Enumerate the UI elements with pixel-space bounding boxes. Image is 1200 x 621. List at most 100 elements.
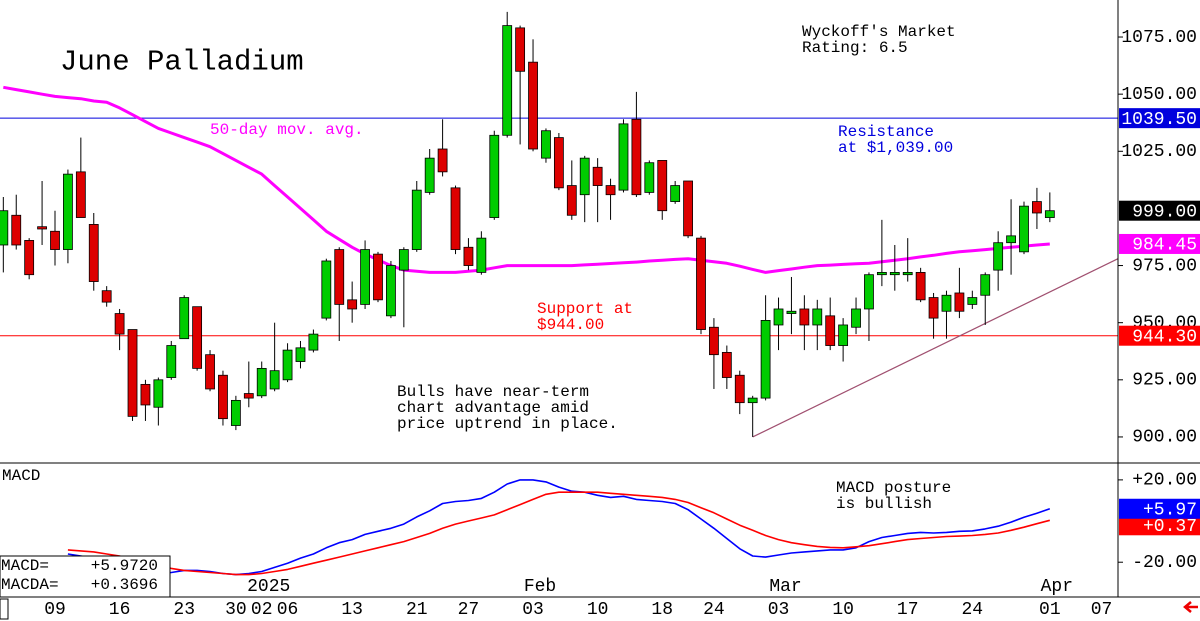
comment: Bulls have near-term <box>397 383 589 401</box>
macd-tag-box <box>1119 515 1200 536</box>
candle-body <box>993 242 1004 271</box>
x-tick-label: 10 <box>832 600 854 620</box>
candle-body <box>618 123 629 191</box>
candle-body <box>295 347 306 362</box>
candle-body <box>670 185 681 202</box>
candle-body <box>915 272 926 301</box>
candle-body <box>631 118 642 196</box>
macd-comment: MACD posture <box>836 479 951 497</box>
candle-body <box>463 246 474 266</box>
candle-body <box>592 166 603 186</box>
candle-body <box>773 308 784 326</box>
candle-body <box>838 324 849 346</box>
candle-body <box>579 157 590 196</box>
candle-body <box>528 61 538 150</box>
y-tick-label: 1050.00 <box>1121 85 1197 105</box>
resistance-tag-box <box>1119 108 1200 129</box>
candle-body <box>450 187 461 250</box>
candle-body <box>1019 205 1029 253</box>
candle-body <box>153 379 164 408</box>
candle-body <box>553 137 564 189</box>
candle-body <box>347 299 358 310</box>
candle-body <box>709 326 719 356</box>
candle-body <box>24 240 35 276</box>
x-tick-label: 01 <box>1039 600 1061 620</box>
ma-label: 50-day mov. avg. <box>210 121 364 139</box>
candle-body <box>360 249 370 305</box>
x-tick-label: 06 <box>277 600 299 620</box>
candle-body <box>876 272 887 276</box>
x-tick-label: 24 <box>962 600 984 620</box>
candle-body <box>980 274 991 296</box>
candle-body <box>243 393 254 399</box>
x-tick-label: 03 <box>768 600 790 620</box>
overlay-layer: 1039.50 999.00 984.45 944.30 +0.37+5.97 MACD=… <box>0 108 1200 598</box>
candle-body <box>786 310 797 314</box>
candle-body <box>282 349 293 381</box>
candle-body <box>166 345 177 378</box>
comment: chart advantage amid <box>397 399 589 417</box>
x-tick-label: 10 <box>587 600 609 620</box>
x-tick-label: 07 <box>1091 600 1113 620</box>
candle-body <box>114 313 125 335</box>
legend-box <box>0 555 171 598</box>
candle-body <box>812 308 823 326</box>
candle-body <box>889 272 900 276</box>
x-tick-label: 30 <box>225 600 247 620</box>
x-tick-label: 17 <box>897 600 919 620</box>
candle-body <box>825 315 836 346</box>
last-price-tag: 999.00 <box>1132 202 1197 222</box>
candle-body <box>928 297 939 319</box>
candle-body <box>11 214 22 246</box>
macd-tag: +0.37 <box>1143 517 1197 537</box>
x-tick-label: 27 <box>458 600 480 620</box>
y-tick-label: +20.00 <box>1132 471 1197 491</box>
rating: Rating: 6.5 <box>802 39 908 57</box>
trendline <box>752 258 1119 438</box>
last-price-tag-box <box>1119 200 1200 221</box>
candle-body <box>657 160 668 212</box>
candle-body <box>140 383 151 406</box>
plot-layer: 900.00925.00950.00975.001025.001050.0010… <box>0 11 1197 620</box>
candle-body <box>398 249 409 271</box>
candle-body <box>683 180 693 237</box>
resistance-tag: 1039.50 <box>1121 110 1197 130</box>
candle-body <box>502 25 513 136</box>
candle-body <box>373 253 383 301</box>
resistance-note: at $1,039.00 <box>838 139 953 157</box>
macd-tag: +5.97 <box>1143 501 1197 521</box>
candle-body <box>411 189 422 250</box>
candle-body <box>902 272 913 276</box>
candle-body <box>734 374 745 404</box>
y-tick-label: 925.00 <box>1132 371 1197 391</box>
support-note: $944.00 <box>537 316 604 334</box>
candle-body <box>63 173 73 250</box>
candle-body <box>437 148 448 173</box>
candle-body <box>541 130 551 159</box>
scroll-arrow[interactable] <box>1183 601 1198 613</box>
candle-body <box>967 297 978 305</box>
x-tick-label: 03 <box>522 600 544 620</box>
candle-body <box>566 185 577 216</box>
candle-body <box>386 265 396 317</box>
candle-body <box>424 157 435 193</box>
candle-body <box>721 351 732 378</box>
candle-body <box>88 224 99 282</box>
candle-body <box>864 274 874 310</box>
candle-body <box>269 370 280 390</box>
y-tick-label: 1075.00 <box>1121 28 1197 48</box>
legend-value: +5.9720 <box>91 557 158 575</box>
macd-comment: is bullish <box>836 495 932 513</box>
x-tick-label: 13 <box>341 600 363 620</box>
candle-body <box>747 397 758 404</box>
comment: price uptrend in place. <box>397 415 618 433</box>
candle-body <box>334 249 345 305</box>
month-label: Mar <box>769 577 801 597</box>
support-tag-box <box>1119 325 1200 346</box>
y-tick-label: 975.00 <box>1132 256 1197 276</box>
chart-title: June Palladium <box>60 46 304 79</box>
candle-body <box>205 354 215 390</box>
month-label: Apr <box>1041 577 1073 597</box>
legend-name: MACD= <box>1 557 49 575</box>
